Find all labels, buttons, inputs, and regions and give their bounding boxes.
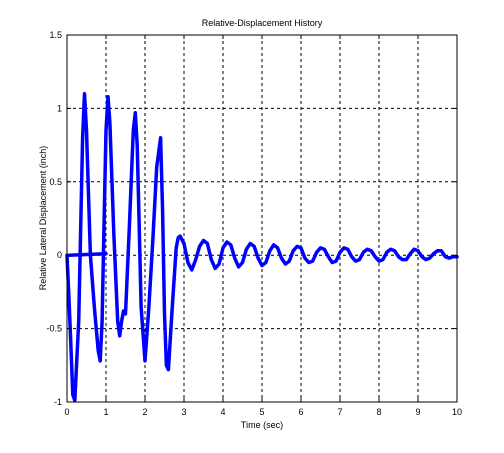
y-tick-label: 1.5 [49,30,62,40]
grid [67,35,457,402]
x-tick-label: 4 [220,407,225,417]
y-tick-label: -0.5 [46,324,62,334]
y-tick-label: 0 [57,250,62,260]
x-tick-label: 6 [298,407,303,417]
y-tick-label: 0.5 [49,177,62,187]
x-axis-label: Time (sec) [241,420,283,430]
x-tick-label: 8 [376,407,381,417]
ticks [66,34,458,403]
y-tick-labels: -1 -0.5 0 0.5 1 1.5 [46,30,62,407]
series-layer [65,91,459,403]
x-tick-label: 5 [259,407,264,417]
x-tick-label: 7 [337,407,342,417]
y-axis-label: Relative Lateral Displacement (inch) [38,146,48,291]
chart-title: Relative-Displacement History [202,18,323,28]
x-tick-labels: 0 1 2 3 4 5 6 7 8 9 10 [64,407,462,417]
x-tick-label: 3 [181,407,186,417]
series-line [65,91,459,403]
series-line [67,251,108,257]
y-tick-label: -1 [54,397,62,407]
x-tick-label: 9 [415,407,420,417]
y-tick-label: 1 [57,103,62,113]
x-tick-label: 0 [64,407,69,417]
x-tick-label: 10 [452,407,462,417]
x-tick-label: 1 [103,407,108,417]
x-tick-label: 2 [142,407,147,417]
